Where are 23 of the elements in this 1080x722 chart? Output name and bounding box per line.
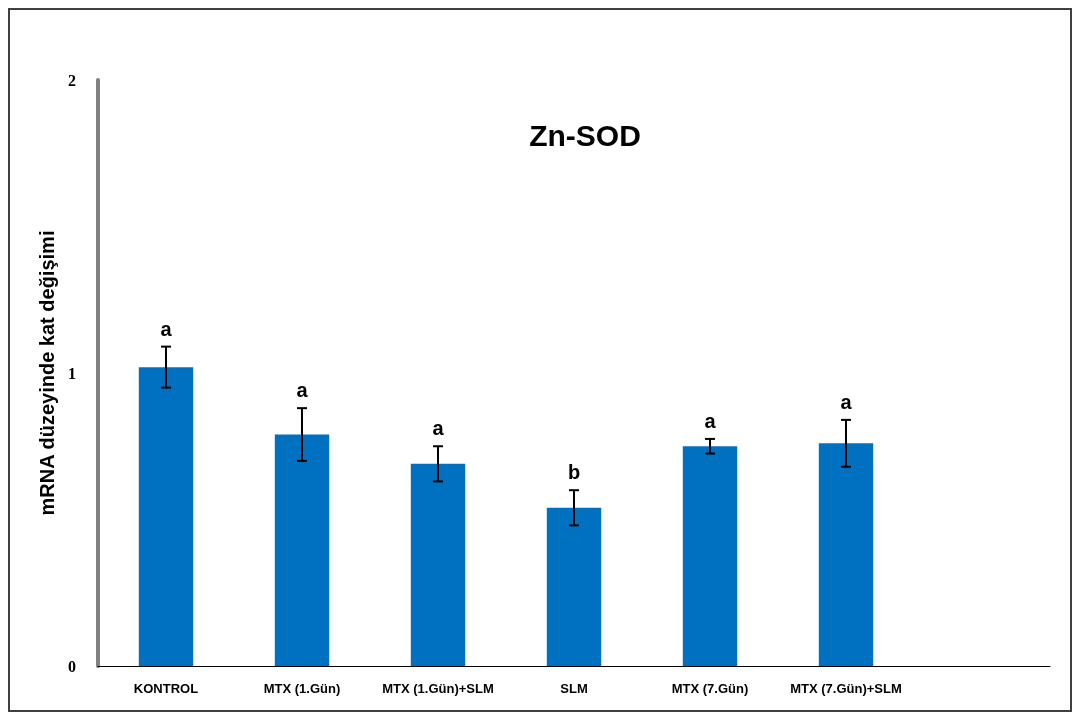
y-tick-label: 1 xyxy=(68,364,76,382)
annotation: a xyxy=(296,379,309,402)
annotation: a xyxy=(840,390,853,413)
y-tick-label: 2 xyxy=(68,71,76,89)
bar xyxy=(410,463,466,666)
bar xyxy=(818,443,874,666)
y-tick-label: 0 xyxy=(68,657,76,675)
bar xyxy=(546,507,602,666)
bar xyxy=(274,434,330,666)
y-axis-title: mRNA düzeyinde kat değişimi xyxy=(36,230,59,516)
x-tick-label: MTX (7.Gün)+SLM xyxy=(790,681,902,696)
x-tick-label: MTX (1.Gün)+SLM xyxy=(382,681,494,696)
text: Zn-SOD xyxy=(529,118,641,152)
annotation: a xyxy=(160,317,173,340)
annotation: b xyxy=(567,461,581,484)
annotation: a xyxy=(432,417,445,440)
x-tick-label: MTX (7.Gün) xyxy=(671,681,749,696)
bar xyxy=(682,446,738,666)
annotation: a xyxy=(704,409,717,432)
x-tick-label: SLM xyxy=(560,681,588,696)
bar xyxy=(138,367,194,666)
x-tick-label: KONTROL xyxy=(133,681,199,696)
x-tick-label: MTX (1.Gün) xyxy=(263,681,341,696)
